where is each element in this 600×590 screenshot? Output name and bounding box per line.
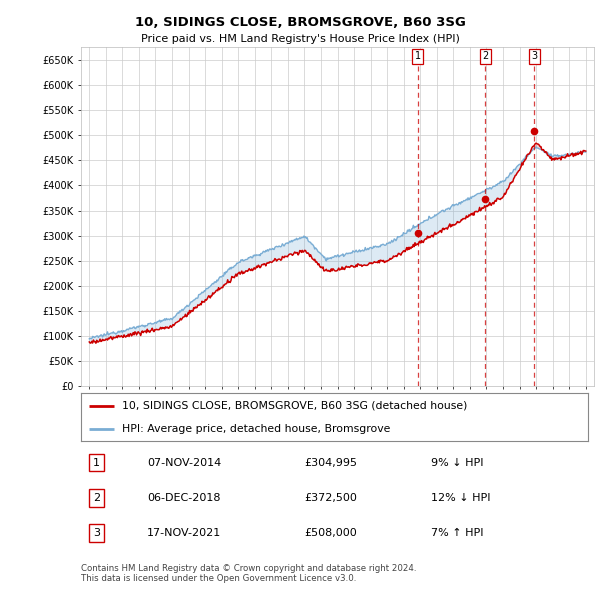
Text: 9% ↓ HPI: 9% ↓ HPI <box>431 458 484 467</box>
Text: 7% ↑ HPI: 7% ↑ HPI <box>431 529 484 538</box>
Text: 06-DEC-2018: 06-DEC-2018 <box>147 493 220 503</box>
Text: 2: 2 <box>482 51 488 61</box>
Text: Contains HM Land Registry data © Crown copyright and database right 2024.
This d: Contains HM Land Registry data © Crown c… <box>81 563 416 583</box>
Text: 1: 1 <box>415 51 421 61</box>
Text: 2: 2 <box>92 493 100 503</box>
Text: 12% ↓ HPI: 12% ↓ HPI <box>431 493 490 503</box>
Text: HPI: Average price, detached house, Bromsgrove: HPI: Average price, detached house, Brom… <box>122 424 390 434</box>
Text: £372,500: £372,500 <box>304 493 357 503</box>
Text: 17-NOV-2021: 17-NOV-2021 <box>147 529 221 538</box>
Text: 1: 1 <box>93 458 100 467</box>
Text: £508,000: £508,000 <box>304 529 357 538</box>
Text: 10, SIDINGS CLOSE, BROMSGROVE, B60 3SG (detached house): 10, SIDINGS CLOSE, BROMSGROVE, B60 3SG (… <box>122 401 467 411</box>
Text: 3: 3 <box>531 51 537 61</box>
Text: 07-NOV-2014: 07-NOV-2014 <box>147 458 221 467</box>
Text: £304,995: £304,995 <box>304 458 357 467</box>
Text: Price paid vs. HM Land Registry's House Price Index (HPI): Price paid vs. HM Land Registry's House … <box>140 34 460 44</box>
Text: 10, SIDINGS CLOSE, BROMSGROVE, B60 3SG: 10, SIDINGS CLOSE, BROMSGROVE, B60 3SG <box>134 16 466 29</box>
Text: 3: 3 <box>93 529 100 538</box>
